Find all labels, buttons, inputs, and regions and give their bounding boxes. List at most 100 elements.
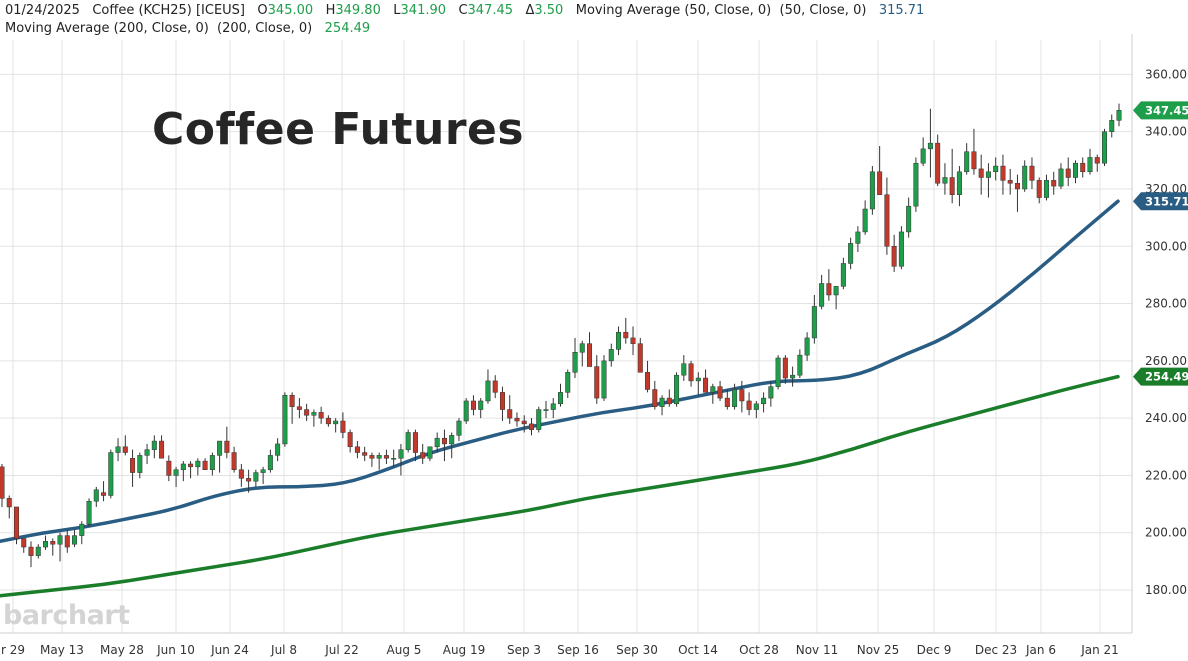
candle-body [528, 423, 534, 430]
ma50-badge: 315.71 [1133, 192, 1188, 211]
candle-body [383, 455, 389, 459]
candle [637, 337, 643, 373]
candle [956, 166, 962, 207]
candle-body [499, 392, 505, 410]
candle-body [666, 397, 672, 405]
candle [674, 372, 680, 407]
candle [826, 269, 832, 301]
candle-body [289, 394, 295, 407]
candle-body [869, 171, 875, 210]
candle-body [1065, 168, 1071, 178]
candle [441, 429, 447, 462]
candle-body [985, 171, 991, 178]
candle-body [674, 374, 680, 405]
candle-body [492, 380, 498, 393]
candle-body [463, 400, 469, 422]
candle-body [180, 463, 186, 470]
candle-body [79, 523, 85, 536]
ma50-value: 315.71 [878, 3, 925, 18]
candle-body [877, 171, 883, 195]
high-label: H [325, 3, 336, 18]
candle [1080, 157, 1086, 178]
candle-body [797, 354, 803, 376]
candle-body [790, 374, 796, 379]
candle [398, 443, 404, 476]
candle-body [101, 492, 107, 496]
open-value: 345.00 [267, 3, 314, 18]
candle-body [43, 541, 49, 548]
candle [57, 532, 63, 562]
candle [101, 481, 107, 502]
candle [202, 458, 208, 470]
candle [717, 380, 723, 401]
candle-body [253, 472, 259, 482]
candle-body [188, 463, 194, 468]
candle [724, 389, 730, 410]
x-tick-label: Aug 19 [443, 643, 486, 657]
candle-body [507, 409, 513, 419]
candle-body [50, 541, 56, 545]
candle [159, 435, 165, 459]
candle-body [1051, 180, 1057, 187]
candle-body [376, 455, 382, 459]
x-tick-label: May 28 [100, 643, 144, 657]
candle [21, 538, 27, 553]
candle [130, 449, 136, 487]
candle [209, 452, 215, 476]
candle-body [347, 432, 353, 448]
candle-body [1014, 182, 1020, 190]
candle-body [608, 349, 614, 362]
candle-body [1109, 120, 1115, 132]
candle-body [543, 409, 549, 411]
candle [884, 177, 890, 255]
candle [877, 145, 883, 195]
x-tick-label: Dec 23 [975, 643, 1017, 657]
candle [108, 449, 114, 499]
candle-body [942, 177, 948, 184]
candle [115, 438, 121, 462]
candle-body [1094, 157, 1100, 164]
candle-body [637, 343, 643, 373]
x-tick-label: May 13 [40, 643, 84, 657]
candle [869, 166, 875, 215]
candle-body [1007, 180, 1013, 184]
candle [64, 529, 70, 553]
candle [521, 415, 527, 433]
candle [224, 426, 230, 459]
x-tick-label: Jan 6 [1025, 643, 1056, 657]
candle-body [72, 535, 78, 545]
candle-body [1036, 180, 1042, 198]
candle-body [935, 142, 941, 184]
candle-body [485, 380, 491, 402]
x-tick-label: Oct 14 [678, 643, 718, 657]
candle [891, 234, 897, 273]
candle-body [64, 535, 70, 548]
candle-body [601, 360, 607, 399]
candle-body [130, 458, 136, 473]
change-label: Δ [525, 3, 535, 18]
candle-body [267, 455, 273, 470]
candle-body [978, 168, 984, 178]
candle-body [587, 343, 593, 367]
candle [376, 452, 382, 470]
candle [1029, 157, 1035, 189]
candle-body [166, 460, 172, 476]
last-price-badge-text: 347.45 [1145, 103, 1188, 117]
candle-body [804, 337, 810, 356]
candle [536, 406, 542, 433]
candle [898, 226, 904, 270]
candle [775, 355, 781, 390]
candle [151, 435, 157, 459]
candle [166, 455, 172, 482]
candle-body [630, 337, 636, 344]
y-tick-label: 300.00 [1145, 239, 1187, 253]
candle-body [231, 452, 237, 470]
candle [137, 452, 143, 479]
candle-body [819, 283, 825, 307]
candle [811, 294, 817, 344]
candle [253, 469, 259, 487]
candle [354, 441, 360, 459]
candle-body [920, 148, 926, 164]
candle-body [282, 394, 288, 445]
